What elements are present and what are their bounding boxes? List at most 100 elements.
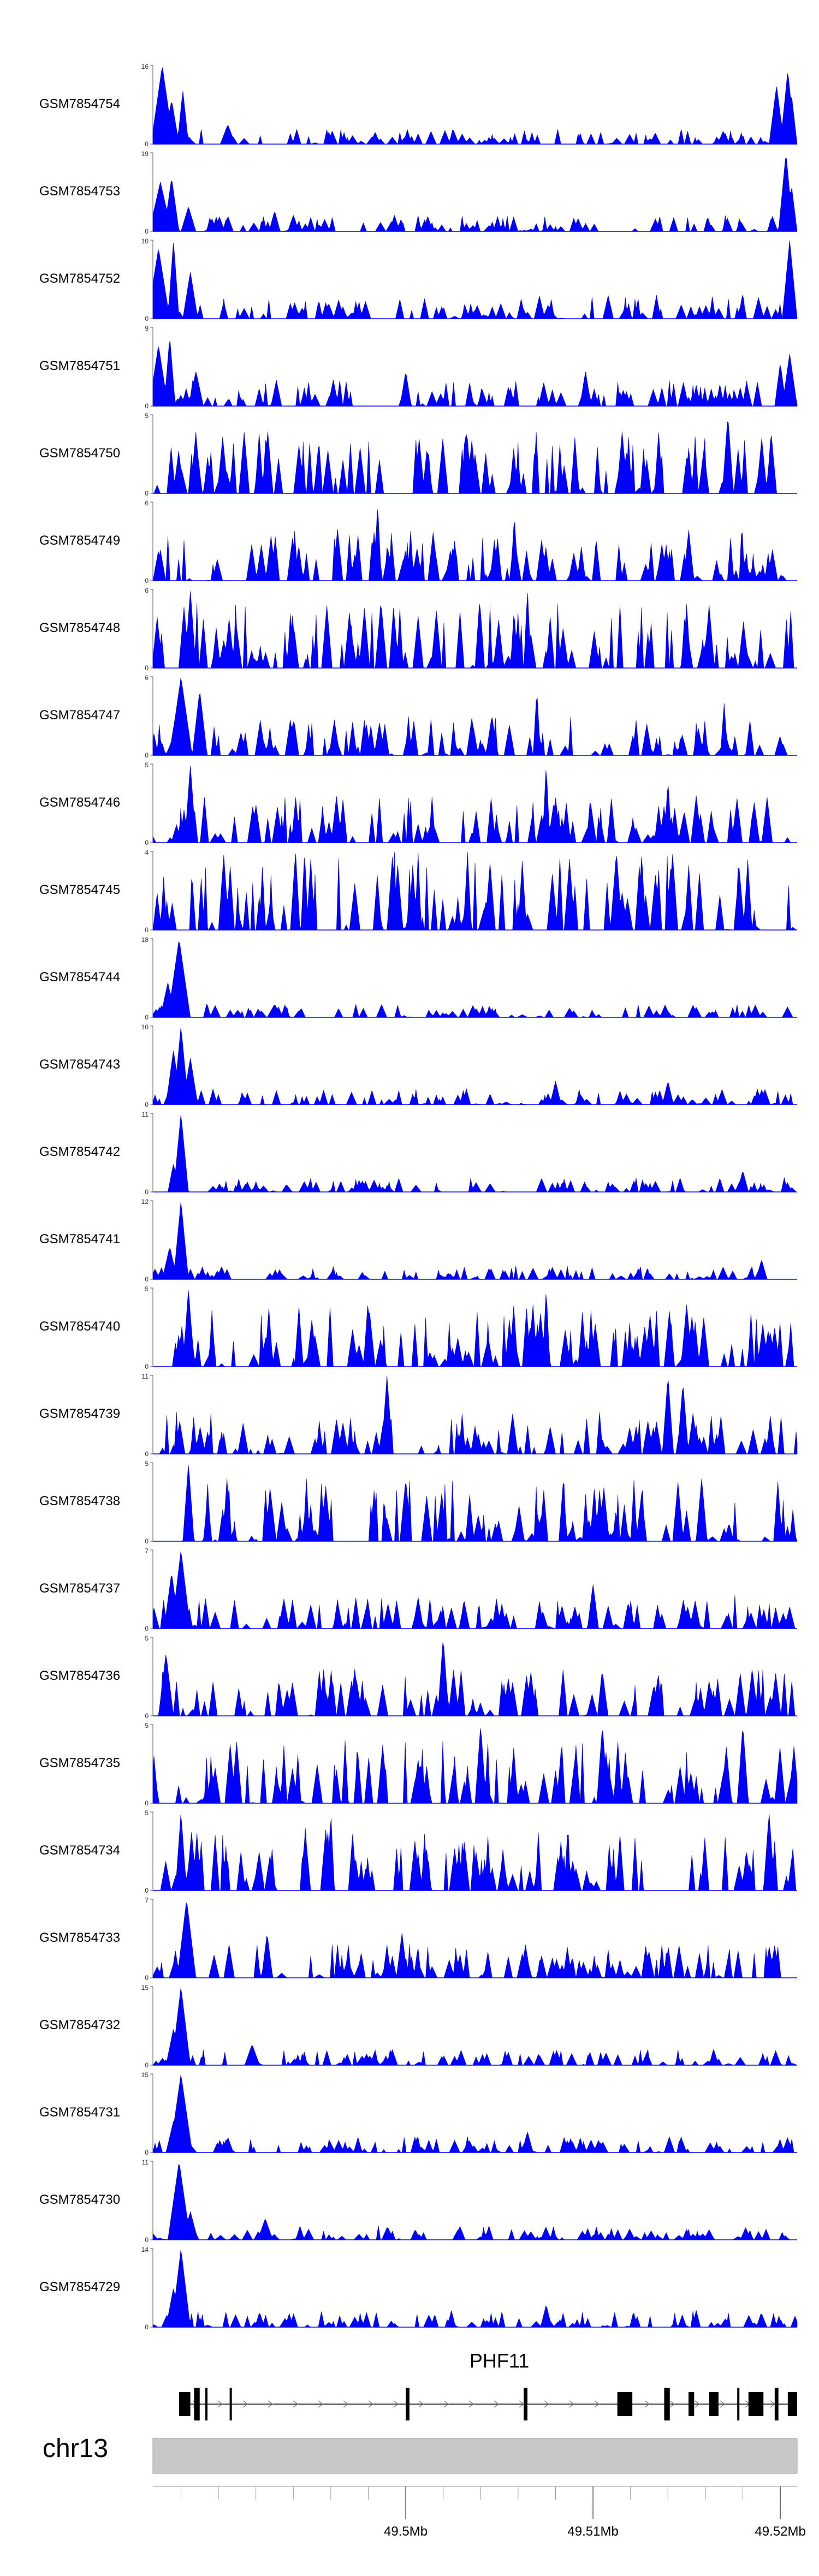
exon bbox=[664, 2388, 670, 2420]
gene-track: PHF11 bbox=[179, 2350, 797, 2420]
chromosome-label: chr13 bbox=[43, 2434, 108, 2463]
track-GSM7854736: GSM7854736 5 0 bbox=[39, 1635, 797, 1720]
y-max-label: 4 bbox=[145, 849, 149, 856]
strand-arrow bbox=[242, 2400, 248, 2408]
coverage-area bbox=[153, 1290, 797, 1367]
track-GSM7854735: GSM7854735 5 0 bbox=[39, 1722, 798, 1807]
y-zero-label: 0 bbox=[145, 228, 149, 235]
strand-arrow bbox=[519, 2400, 525, 2408]
strand-arrow bbox=[268, 2400, 274, 2408]
track-GSM7854750: GSM7854750 5 0 bbox=[39, 412, 797, 497]
y-max-label: 14 bbox=[141, 2246, 149, 2253]
y-max-label: 10 bbox=[141, 237, 149, 245]
exon bbox=[229, 2388, 232, 2420]
coverage-area bbox=[152, 340, 798, 407]
track-label: GSM7854735 bbox=[39, 1756, 120, 1770]
strand-arrow bbox=[217, 2400, 223, 2408]
y-zero-label: 0 bbox=[145, 1537, 149, 1545]
track-GSM7854745: GSM7854745 4 0 bbox=[39, 849, 797, 934]
exon bbox=[205, 2388, 208, 2420]
strand-arrow bbox=[468, 2400, 474, 2408]
y-max-label: 15 bbox=[141, 1984, 149, 1991]
gene-label: PHF11 bbox=[470, 2350, 529, 2372]
y-max-label: 11 bbox=[142, 1373, 149, 1380]
track-label: GSM7854748 bbox=[39, 621, 120, 635]
strand-arrow bbox=[368, 2400, 374, 2408]
y-zero-label: 0 bbox=[145, 140, 149, 148]
track-GSM7854752: GSM7854752 10 0 bbox=[39, 237, 798, 323]
y-max-label: 5 bbox=[145, 1809, 149, 1817]
y-zero-label: 0 bbox=[145, 1712, 149, 1720]
y-max-label: 15 bbox=[141, 2071, 149, 2079]
y-max-label: 6 bbox=[145, 587, 149, 594]
y-max-label: 5 bbox=[145, 761, 149, 769]
track-GSM7854739: GSM7854739 11 0 bbox=[39, 1373, 798, 1458]
exon bbox=[179, 2392, 191, 2416]
y-zero-label: 0 bbox=[145, 1188, 149, 1196]
exon bbox=[748, 2392, 764, 2416]
y-zero-label: 0 bbox=[145, 1275, 149, 1283]
y-max-label: 10 bbox=[141, 1023, 149, 1031]
y-zero-label: 0 bbox=[145, 1974, 149, 1982]
y-zero-label: 0 bbox=[145, 1450, 149, 1458]
track-label: GSM7854740 bbox=[39, 1319, 120, 1334]
y-zero-label: 0 bbox=[145, 1013, 149, 1021]
track-label: GSM7854753 bbox=[39, 184, 120, 199]
y-zero-label: 0 bbox=[145, 1799, 149, 1807]
y-max-label: 5 bbox=[145, 1460, 149, 1468]
track-label: GSM7854729 bbox=[39, 2280, 120, 2294]
exon bbox=[689, 2392, 695, 2416]
y-zero-label: 0 bbox=[145, 926, 149, 934]
track-label: GSM7854751 bbox=[39, 359, 120, 373]
coverage-area bbox=[153, 421, 797, 494]
strand-arrow bbox=[494, 2400, 500, 2408]
strand-arrow bbox=[695, 2400, 701, 2408]
exon bbox=[406, 2388, 410, 2420]
track-label: GSM7854731 bbox=[39, 2105, 120, 2120]
y-zero-label: 0 bbox=[145, 1625, 149, 1632]
exon bbox=[617, 2392, 633, 2416]
y-zero-label: 0 bbox=[145, 2323, 149, 2331]
track-label: GSM7854742 bbox=[39, 1144, 120, 1159]
track-GSM7854753: GSM7854753 19 0 bbox=[39, 150, 798, 235]
track-GSM7854730: GSM7854730 11 0 bbox=[39, 2158, 797, 2244]
track-label: GSM7854752 bbox=[39, 271, 120, 286]
coverage-area bbox=[152, 591, 797, 669]
y-zero-label: 0 bbox=[145, 2236, 149, 2244]
y-max-label: 11 bbox=[142, 2158, 149, 2166]
y-max-label: 6 bbox=[145, 499, 149, 507]
exon bbox=[709, 2392, 719, 2416]
track-GSM7854746: GSM7854746 5 0 bbox=[39, 761, 797, 846]
y-zero-label: 0 bbox=[145, 2061, 149, 2069]
chromosome-ideogram: chr13 bbox=[43, 2434, 798, 2474]
track-GSM7854749: GSM7854749 6 0 bbox=[39, 499, 797, 585]
track-GSM7854747: GSM7854747 6 0 bbox=[39, 674, 797, 759]
strand-arrow bbox=[393, 2400, 399, 2408]
track-label: GSM7854737 bbox=[39, 1581, 120, 1596]
strand-arrow bbox=[569, 2400, 575, 2408]
coverage-area bbox=[152, 941, 797, 1018]
track-GSM7854740: GSM7854740 5 0 bbox=[39, 1285, 797, 1370]
y-max-label: 11 bbox=[142, 1111, 149, 1118]
y-zero-label: 0 bbox=[145, 2149, 149, 2156]
coverage-area bbox=[152, 851, 797, 931]
track-GSM7854742: GSM7854742 11 0 bbox=[39, 1111, 797, 1196]
track-GSM7854748: GSM7854748 6 0 bbox=[39, 587, 797, 672]
track-label: GSM7854732 bbox=[39, 2018, 120, 2032]
y-max-label: 5 bbox=[145, 1635, 149, 1642]
y-zero-label: 0 bbox=[145, 839, 149, 846]
track-label: GSM7854738 bbox=[39, 1494, 120, 1508]
track-label: GSM7854741 bbox=[39, 1232, 120, 1247]
strand-arrow bbox=[318, 2400, 324, 2408]
track-label: GSM7854747 bbox=[39, 708, 120, 723]
track-GSM7854737: GSM7854737 7 0 bbox=[39, 1547, 797, 1632]
track-label: GSM7854743 bbox=[39, 1057, 120, 1072]
track-GSM7854734: GSM7854734 5 0 bbox=[39, 1809, 797, 1894]
track-GSM7854741: GSM7854741 12 0 bbox=[39, 1198, 797, 1283]
y-max-label: 5 bbox=[145, 412, 149, 420]
gene-exons bbox=[179, 2388, 797, 2420]
y-zero-label: 0 bbox=[145, 1101, 149, 1108]
track-label: GSM7854733 bbox=[39, 1930, 120, 1945]
y-max-label: 6 bbox=[145, 674, 149, 682]
y-max-label: 18 bbox=[141, 936, 149, 944]
